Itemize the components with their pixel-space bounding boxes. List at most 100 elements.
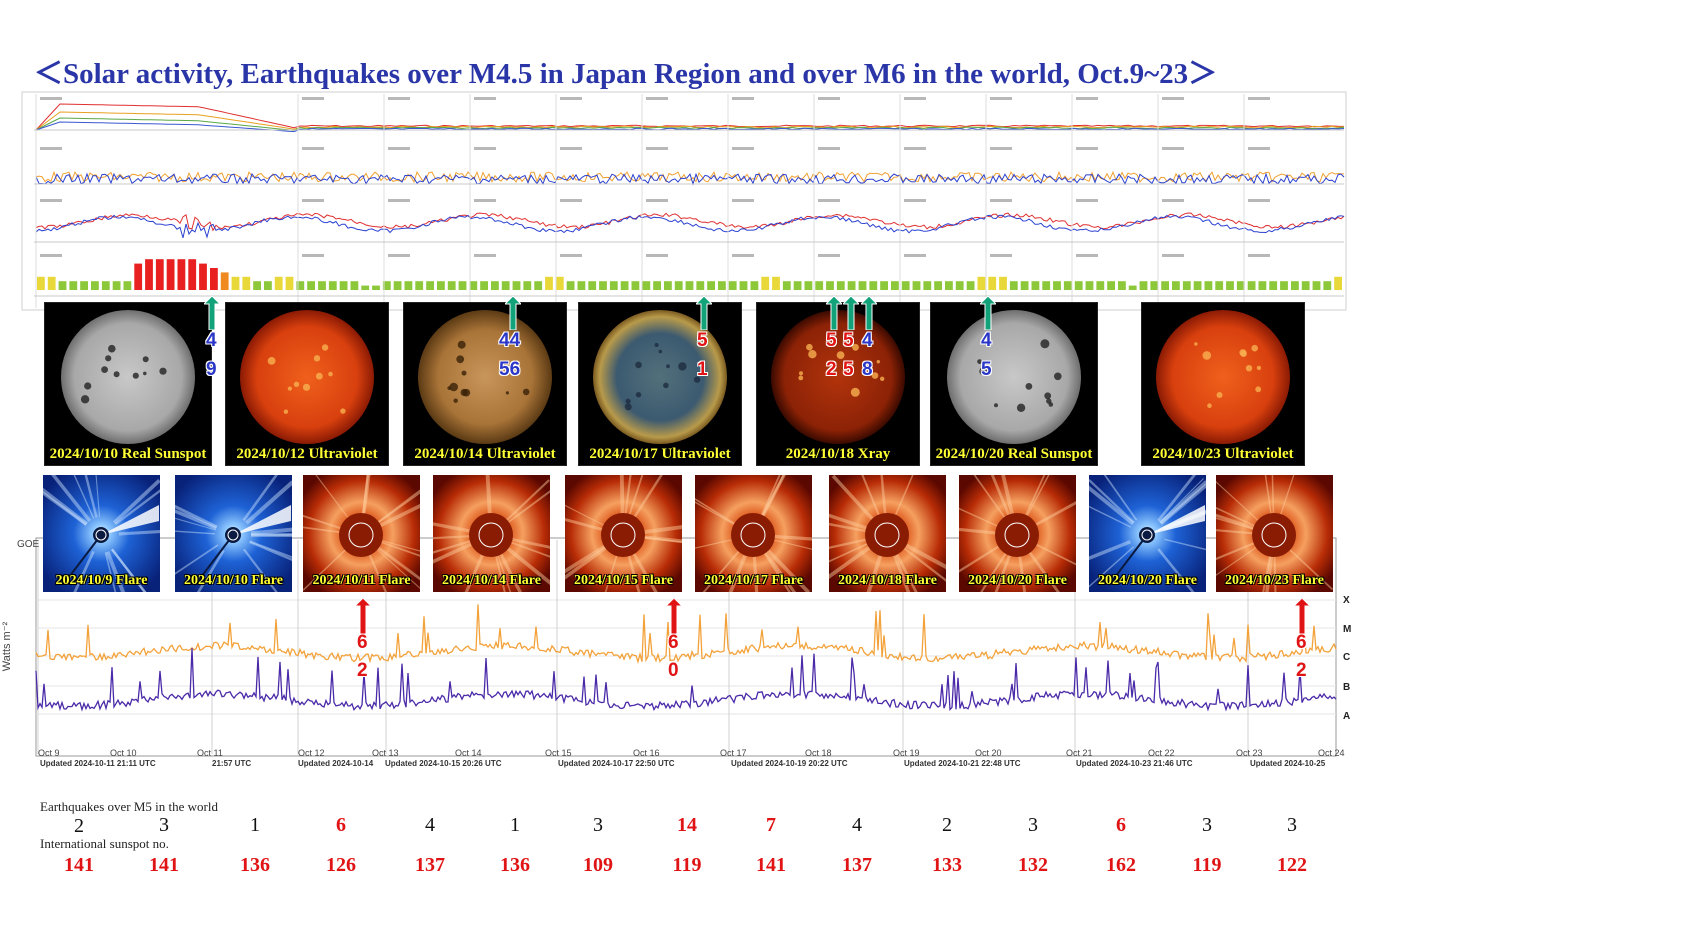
kp-bar xyxy=(555,276,564,290)
corona-streamer xyxy=(376,503,420,529)
panel-tag xyxy=(388,97,410,100)
cme-plume xyxy=(233,505,291,535)
corona-streamer xyxy=(640,536,682,544)
occulter-disk xyxy=(1252,513,1296,557)
kp-bar xyxy=(1096,281,1105,290)
sun-feature xyxy=(321,344,329,351)
earthquake-count: 1 xyxy=(250,814,260,836)
sun-disk xyxy=(771,310,905,444)
corona-streamer xyxy=(624,475,632,518)
arrow-shape xyxy=(204,296,220,330)
panel-tag xyxy=(1162,97,1184,100)
sun-feature xyxy=(456,355,465,364)
kp-bar xyxy=(80,281,88,290)
solar-limb xyxy=(95,529,107,541)
coronagraph-caption: 2024/10/10 Flare xyxy=(184,573,283,588)
sun-feature xyxy=(340,408,346,414)
kp-bar xyxy=(1291,281,1299,290)
coronagraph xyxy=(959,475,1076,592)
solar-image-caption: 2024/10/23 Ultraviolet xyxy=(1152,446,1294,462)
arrow-shape xyxy=(1294,598,1310,634)
coronagraph xyxy=(565,475,682,592)
sun-feature xyxy=(1256,365,1262,371)
corona-streamer xyxy=(1262,552,1272,592)
corona-streamer xyxy=(619,475,625,518)
solar-disk xyxy=(1156,310,1290,444)
corona-streamer xyxy=(626,551,641,592)
sun-feature xyxy=(1245,365,1253,372)
kp-bar xyxy=(847,281,856,290)
sunspot-label: International sunspot no. xyxy=(40,836,169,851)
kp-bar xyxy=(1182,281,1191,290)
kp-bar xyxy=(242,276,251,290)
corona-streamer xyxy=(175,530,216,535)
coronagraph-image: 2024/10/17 Flare xyxy=(695,475,812,592)
solar-limb xyxy=(348,522,374,548)
panel-tag xyxy=(1076,147,1098,150)
goes-long-wavelength-line xyxy=(35,604,1337,664)
kp-bar xyxy=(101,281,110,290)
corona-streamer xyxy=(496,551,512,592)
updated-timestamp: Updated 2024-10-25 xyxy=(1250,759,1326,768)
sun-feature xyxy=(1048,402,1054,407)
panel-tag xyxy=(818,254,840,257)
sun-feature xyxy=(462,388,471,397)
corona-streamer xyxy=(503,479,550,524)
corona-streamer xyxy=(861,475,882,519)
arrow-shape xyxy=(861,296,877,330)
magnitude-digit: 6 xyxy=(668,632,679,653)
x-tick-label: Oct 12 xyxy=(298,748,325,758)
kp-bar xyxy=(188,259,197,290)
corona-streamer xyxy=(959,543,1003,573)
panel-tag xyxy=(990,97,1012,100)
kp-bar xyxy=(1204,281,1213,290)
sun-feature xyxy=(663,382,669,389)
corona-streamer xyxy=(95,475,101,518)
panel-tag xyxy=(818,199,840,202)
sunspot-count: 133 xyxy=(932,854,962,876)
sun-feature xyxy=(505,391,509,395)
occulter-disk xyxy=(601,513,645,557)
panel-tag xyxy=(388,199,410,202)
sun-feature xyxy=(143,371,147,376)
kp-bar xyxy=(1118,281,1126,290)
corona-streamer xyxy=(433,522,474,534)
corona-streamer xyxy=(829,513,871,531)
earthquakes-label: Earthquakes over M5 in the world xyxy=(40,799,218,814)
sun-feature xyxy=(635,392,642,398)
kp-bar xyxy=(480,281,488,290)
corona-streamer xyxy=(760,475,785,520)
sun-feature xyxy=(80,395,90,404)
kp-bar xyxy=(1236,281,1245,290)
corona-streamer xyxy=(1089,505,1132,528)
kp-bar xyxy=(58,281,67,290)
corona-streamer xyxy=(604,551,619,592)
kp-bar xyxy=(1269,281,1278,290)
corona-streamer xyxy=(764,546,811,592)
solar-limb xyxy=(740,522,766,548)
corona-streamer xyxy=(110,548,147,592)
coronagraph-caption: 2024/10/9 Flare xyxy=(55,573,148,588)
sun-feature xyxy=(678,362,687,371)
corona-streamer xyxy=(51,475,92,523)
sun-disk xyxy=(61,310,195,444)
panel-tag xyxy=(388,254,410,257)
corona-streamer xyxy=(752,552,759,592)
kp-bar xyxy=(620,281,629,290)
flare-class-label: M xyxy=(1343,624,1352,635)
corona-streamer xyxy=(770,534,812,541)
corona-streamer xyxy=(433,534,474,540)
sunspot-count: 122 xyxy=(1277,854,1307,876)
sun-feature xyxy=(806,343,813,351)
sunspot-count: 109 xyxy=(583,854,613,876)
kp-bar xyxy=(534,281,543,290)
corona-streamer xyxy=(485,475,492,518)
panel-tag xyxy=(818,147,840,150)
solar-disk xyxy=(593,310,727,444)
sun-feature xyxy=(799,371,803,376)
earthquake-count: 3 xyxy=(159,814,169,836)
green-arrow-marker xyxy=(204,296,220,330)
panel-tag xyxy=(560,254,582,257)
kp-bar xyxy=(1247,281,1256,290)
arrow-shape xyxy=(843,296,859,330)
